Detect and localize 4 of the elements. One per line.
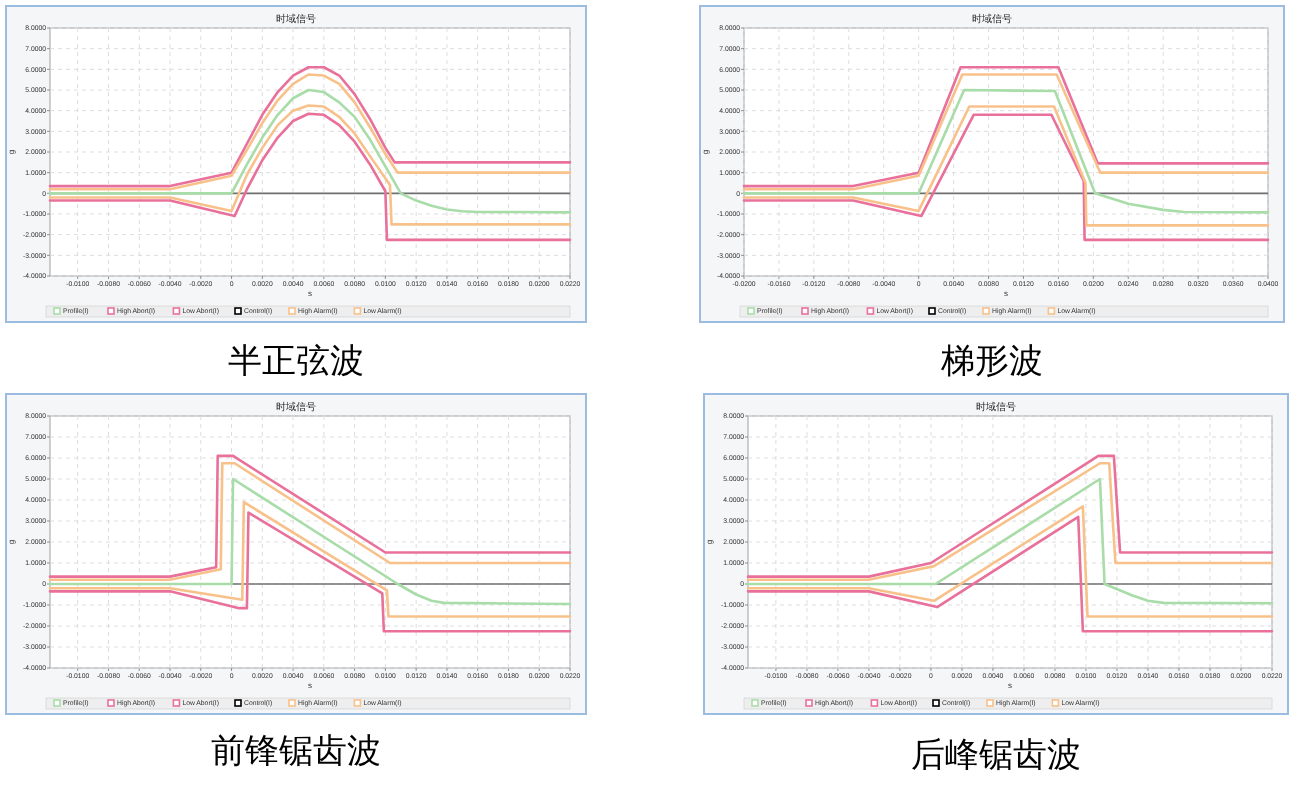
text: 梯形波	[939, 342, 1043, 380]
text: 后峰锯齿波	[911, 736, 1081, 774]
text: 半正弦波	[228, 342, 364, 380]
text: 前锋锯齿波	[211, 732, 381, 770]
